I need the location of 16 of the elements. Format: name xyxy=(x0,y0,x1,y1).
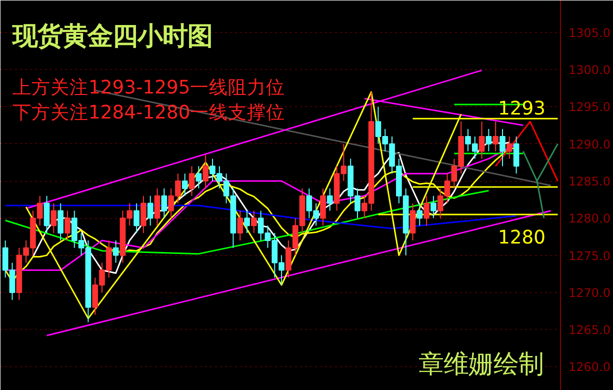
annotation: 章维姗绘制 xyxy=(418,348,544,378)
annotation: 1293 xyxy=(498,98,546,120)
y-tick-label: 1275.0 xyxy=(568,248,610,263)
annotation: 下方关注1284-1280一线支撑位 xyxy=(12,102,286,124)
y-tick-label: 1280.0 xyxy=(568,212,610,226)
y-tick-label: 1290.0 xyxy=(568,137,610,152)
y-tick-label: 1300.0 xyxy=(568,63,610,78)
y-tick-label: 1265.0 xyxy=(568,323,610,338)
annotation: 上方关注1293-1295一线阻力位 xyxy=(12,76,286,98)
annotation: 1280 xyxy=(498,228,546,248)
y-tick-label: 1260.0 xyxy=(568,360,610,374)
y-tick-label: 1305.0 xyxy=(568,26,610,40)
y-tick-label: 1295.0 xyxy=(568,100,610,114)
y-tick-label: 1285.0 xyxy=(568,174,610,189)
y-tick-label: 1270.0 xyxy=(568,286,610,300)
text: 现货黄金四小时图 xyxy=(12,20,212,50)
